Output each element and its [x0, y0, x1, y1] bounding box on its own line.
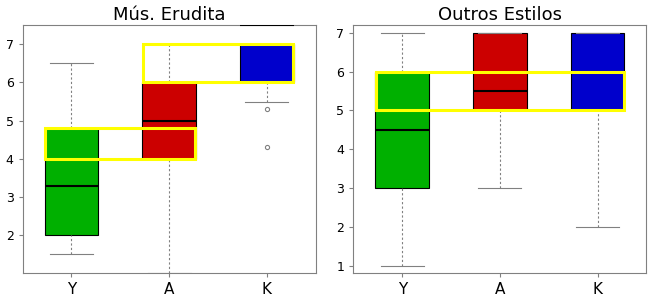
- Title: Mús. Erudita: Mús. Erudita: [113, 5, 226, 24]
- Bar: [143, 44, 293, 82]
- Bar: [44, 128, 98, 235]
- Bar: [142, 82, 196, 159]
- Bar: [376, 72, 624, 111]
- Bar: [376, 72, 429, 188]
- Bar: [473, 33, 527, 111]
- Bar: [45, 128, 196, 159]
- Title: Outros Estilos: Outros Estilos: [438, 5, 562, 24]
- Bar: [240, 44, 293, 82]
- Bar: [570, 33, 625, 111]
